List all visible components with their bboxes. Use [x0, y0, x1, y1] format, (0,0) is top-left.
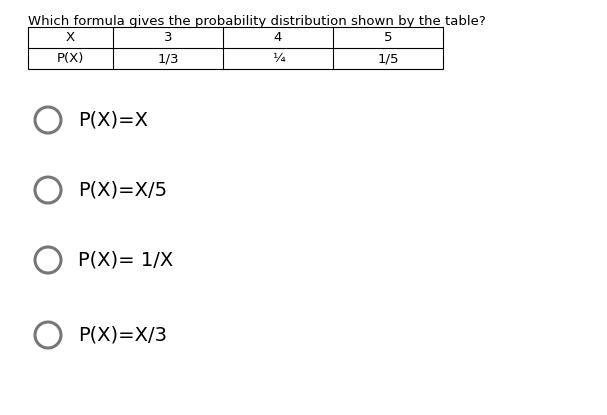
Bar — [28, 27, 443, 69]
Text: 1/3: 1/3 — [157, 52, 178, 65]
Text: Which formula gives the probability distribution shown by the table?: Which formula gives the probability dist… — [28, 15, 486, 28]
Text: P(X)=X/3: P(X)=X/3 — [78, 325, 167, 344]
Text: ¼: ¼ — [271, 52, 284, 65]
Circle shape — [35, 107, 61, 133]
Text: 4: 4 — [274, 31, 282, 44]
Text: P(X)=X: P(X)=X — [78, 110, 148, 129]
Circle shape — [35, 247, 61, 273]
Text: 1/5: 1/5 — [377, 52, 399, 65]
Text: P(X): P(X) — [57, 52, 84, 65]
Text: X: X — [66, 31, 75, 44]
Circle shape — [35, 322, 61, 348]
Text: 3: 3 — [164, 31, 172, 44]
Circle shape — [35, 177, 61, 203]
Text: P(X)=X/5: P(X)=X/5 — [78, 181, 167, 200]
Text: 5: 5 — [384, 31, 392, 44]
Text: P(X)= 1/X: P(X)= 1/X — [78, 251, 173, 269]
